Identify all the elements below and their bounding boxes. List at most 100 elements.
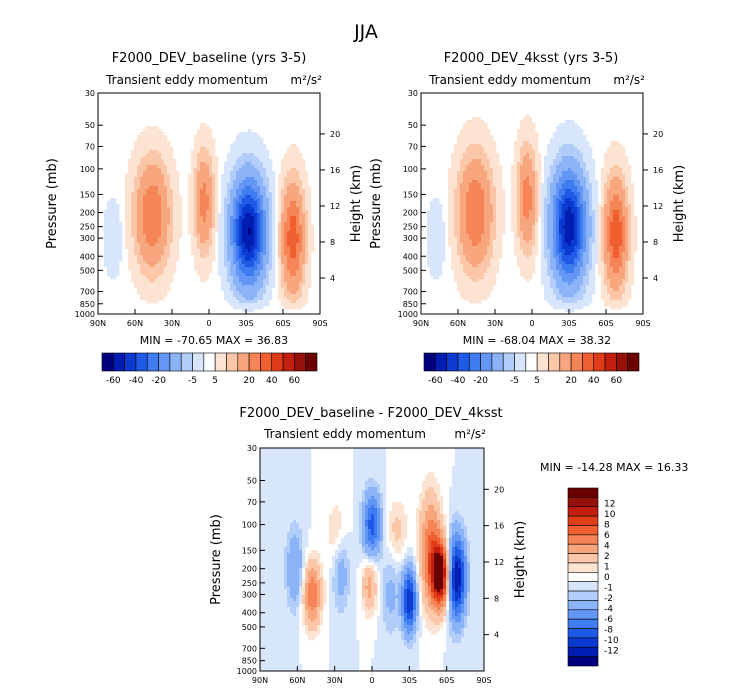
heatmap-cell	[212, 159, 216, 163]
heatmap-cell	[604, 186, 608, 190]
heatmap-cell	[499, 165, 503, 169]
heatmap-cell	[463, 156, 467, 160]
heatmap-cell	[251, 159, 255, 163]
heatmap-cell	[254, 186, 258, 190]
heatmap-cell	[188, 186, 192, 190]
heatmap-cell	[149, 279, 153, 283]
heatmap-cell	[302, 168, 306, 172]
heatmap-cell	[170, 159, 174, 163]
heatmap-cell	[146, 204, 150, 208]
heatmap-cell	[155, 168, 159, 172]
heatmap-cell	[257, 291, 261, 295]
heatmap-cell	[535, 192, 539, 196]
heatmap-cell	[478, 162, 482, 166]
heatmap-cell	[517, 177, 521, 181]
heatmap-cell	[613, 222, 617, 226]
heatmap-cell	[454, 156, 458, 160]
heatmap-cell	[194, 150, 198, 154]
heatmap-cell	[517, 201, 521, 205]
heatmap-cell	[209, 243, 213, 247]
heatmap-cell	[116, 252, 120, 256]
heatmap-cell	[305, 219, 309, 223]
heatmap-cell	[143, 240, 147, 244]
heatmap-cell	[302, 159, 306, 163]
heatmap-cell	[302, 270, 306, 274]
heatmap-cell	[290, 144, 294, 148]
heatmap-cell	[451, 156, 455, 160]
heatmap-cell	[266, 156, 270, 160]
heatmap-cell	[571, 186, 575, 190]
heatmap-cell	[562, 159, 566, 163]
heatmap-cell	[305, 261, 309, 265]
heatmap-cell	[161, 270, 165, 274]
heatmap-cell	[263, 246, 267, 250]
heatmap-cell	[293, 159, 297, 163]
heatmap-cell	[299, 264, 303, 268]
colorbar-label: -20	[151, 376, 166, 386]
heatmap-cell	[293, 162, 297, 166]
heatmap-cell	[191, 243, 195, 247]
heatmap-cell	[113, 216, 117, 220]
heatmap-cell	[547, 156, 551, 160]
heatmap-cell	[574, 231, 578, 235]
heatmap-cell	[260, 222, 264, 226]
heatmap-cell	[520, 144, 524, 148]
heatmap-cell	[547, 144, 551, 148]
heatmap-cell	[209, 258, 213, 262]
heatmap-cell	[607, 150, 611, 154]
heatmap-cell	[284, 168, 288, 172]
heatmap-cell	[254, 135, 258, 139]
heatmap-cell	[131, 219, 135, 223]
heatmap-cell	[152, 153, 156, 157]
heatmap-cell	[107, 261, 111, 265]
heatmap-cell	[149, 159, 153, 163]
heatmap-cell	[454, 231, 458, 235]
heatmap-cell	[296, 297, 300, 301]
panel-subtitle: Transient eddy momentum	[428, 73, 591, 87]
heatmap-cell	[206, 264, 210, 268]
heatmap-cell	[571, 141, 575, 145]
heatmap-cell	[281, 228, 285, 232]
heatmap-cell	[296, 258, 300, 262]
heatmap-cell	[167, 288, 171, 292]
heatmap-cell	[137, 207, 141, 211]
heatmap-cell	[212, 255, 216, 259]
heatmap-cell	[155, 243, 159, 247]
heatmap-cell	[143, 165, 147, 169]
heatmap-cell	[290, 252, 294, 256]
heatmap-cell	[589, 153, 593, 157]
heatmap-cell	[454, 207, 458, 211]
heatmap-cell	[107, 216, 111, 220]
heatmap-cell	[433, 201, 437, 205]
heatmap-cell	[562, 198, 566, 202]
heatmap-cell	[140, 171, 144, 175]
heatmap-cell	[203, 141, 207, 145]
heatmap-cell	[631, 222, 635, 226]
heatmap-cell	[619, 198, 623, 202]
heatmap-cell	[224, 249, 228, 253]
heatmap-cell	[200, 246, 204, 250]
heatmap-cell	[278, 267, 282, 271]
heatmap-cell	[263, 225, 267, 229]
heatmap-cell	[622, 150, 626, 154]
heatmap-cell	[293, 282, 297, 286]
heatmap-cell	[125, 240, 129, 244]
heatmap-cell	[308, 234, 312, 238]
heatmap-cell	[206, 273, 210, 277]
heatmap-cell	[140, 261, 144, 265]
heatmap-cell	[550, 204, 554, 208]
heatmap-cell	[143, 243, 147, 247]
heatmap-cell	[233, 180, 237, 184]
heatmap-cell	[146, 294, 150, 298]
heatmap-cell	[538, 156, 542, 160]
colorbar-label: 5	[212, 376, 218, 386]
heatmap-cell	[613, 198, 617, 202]
heatmap-cell	[233, 150, 237, 154]
heatmap-cell	[302, 192, 306, 196]
heatmap-cell	[251, 240, 255, 244]
heatmap-cell	[158, 246, 162, 250]
heatmap-cell	[140, 192, 144, 196]
heatmap-cell	[170, 147, 174, 151]
heatmap-cell	[496, 222, 500, 226]
heatmap-cell	[155, 264, 159, 268]
